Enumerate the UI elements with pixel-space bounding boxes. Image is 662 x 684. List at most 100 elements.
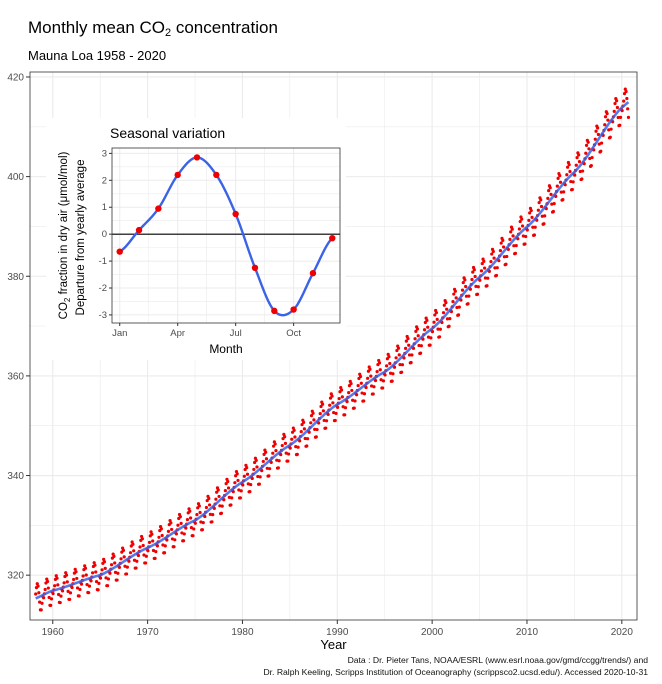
data-point <box>122 555 126 559</box>
data-point <box>84 573 88 577</box>
data-point <box>119 557 123 561</box>
data-point <box>558 173 562 178</box>
inset-data-point <box>213 171 220 179</box>
data-point <box>495 266 499 270</box>
data-point <box>242 474 246 478</box>
data-point <box>569 179 573 184</box>
data-point <box>36 584 40 588</box>
data-point <box>622 92 627 96</box>
inset-y-axis-label: Departure from yearly average <box>75 160 87 316</box>
inset-tick-label-x: Apr <box>170 328 185 339</box>
data-point <box>622 99 626 103</box>
data-point <box>442 303 446 307</box>
data-point <box>432 320 436 324</box>
data-point <box>416 334 420 338</box>
inset-tick-label-y: 3 <box>102 148 107 159</box>
data-point <box>223 489 227 493</box>
data-point <box>471 270 475 274</box>
data-point <box>124 572 129 576</box>
data-point <box>252 467 256 472</box>
data-point <box>537 201 541 205</box>
data-point <box>87 591 91 595</box>
data-point <box>138 545 142 549</box>
data-point <box>473 274 477 279</box>
data-point <box>419 351 423 355</box>
data-point <box>608 135 612 139</box>
data-point <box>556 176 560 180</box>
data-point <box>511 234 515 238</box>
data-point <box>127 559 131 563</box>
data-point <box>577 160 582 164</box>
main-tick-label-x: 1970 <box>136 627 159 638</box>
data-point <box>34 592 38 596</box>
data-point <box>410 353 414 357</box>
data-point <box>81 574 85 578</box>
data-point <box>616 115 620 120</box>
data-point <box>141 543 145 548</box>
data-point <box>476 285 480 289</box>
data-point <box>93 563 97 567</box>
data-point <box>378 368 382 372</box>
data-point <box>508 237 512 241</box>
data-point <box>121 548 126 552</box>
data-point <box>491 249 495 254</box>
data-point <box>518 219 522 224</box>
data-point <box>413 337 417 341</box>
main-tick-label-x: 2010 <box>516 627 539 638</box>
data-point <box>313 427 317 431</box>
data-point <box>448 316 452 321</box>
data-point <box>40 601 44 605</box>
data-point <box>245 472 250 476</box>
data-point <box>509 230 513 234</box>
data-point <box>189 526 193 530</box>
data-point <box>296 445 300 449</box>
data-point <box>543 214 547 218</box>
data-point <box>75 576 79 581</box>
data-point <box>264 457 269 461</box>
inset-tick-label-y: -1 <box>99 256 107 267</box>
data-point <box>216 488 220 492</box>
data-point <box>125 565 129 569</box>
data-point <box>204 505 209 510</box>
data-point <box>100 568 104 572</box>
data-point <box>400 363 405 367</box>
data-point <box>290 437 294 441</box>
data-point <box>39 608 43 612</box>
data-point <box>388 361 392 366</box>
data-point <box>417 343 421 348</box>
data-point <box>571 180 575 184</box>
data-point <box>615 99 619 103</box>
data-point <box>333 418 337 423</box>
data-point <box>55 576 59 580</box>
data-point <box>422 328 427 332</box>
data-point <box>568 169 572 174</box>
data-point <box>153 556 157 561</box>
data-point <box>72 577 76 582</box>
data-point <box>331 401 335 405</box>
data-point <box>343 413 347 417</box>
data-point <box>230 496 234 500</box>
data-point <box>475 292 480 296</box>
data-point <box>520 224 525 228</box>
data-point <box>207 503 212 507</box>
data-point <box>233 481 237 485</box>
data-point <box>590 155 594 160</box>
data-point <box>258 475 262 479</box>
data-point <box>200 528 205 532</box>
data-point <box>117 565 122 570</box>
data-point <box>92 561 96 565</box>
data-point <box>256 474 260 479</box>
data-point <box>108 571 112 575</box>
data-point <box>336 405 340 409</box>
data-point <box>407 343 411 347</box>
data-point <box>387 355 391 359</box>
inset-seasonal-curve <box>119 156 334 317</box>
data-point <box>523 242 527 246</box>
data-point <box>362 399 366 403</box>
data-point <box>305 437 310 441</box>
data-point <box>395 348 399 353</box>
data-point <box>94 570 98 574</box>
data-point <box>599 149 603 153</box>
data-point <box>322 418 326 423</box>
